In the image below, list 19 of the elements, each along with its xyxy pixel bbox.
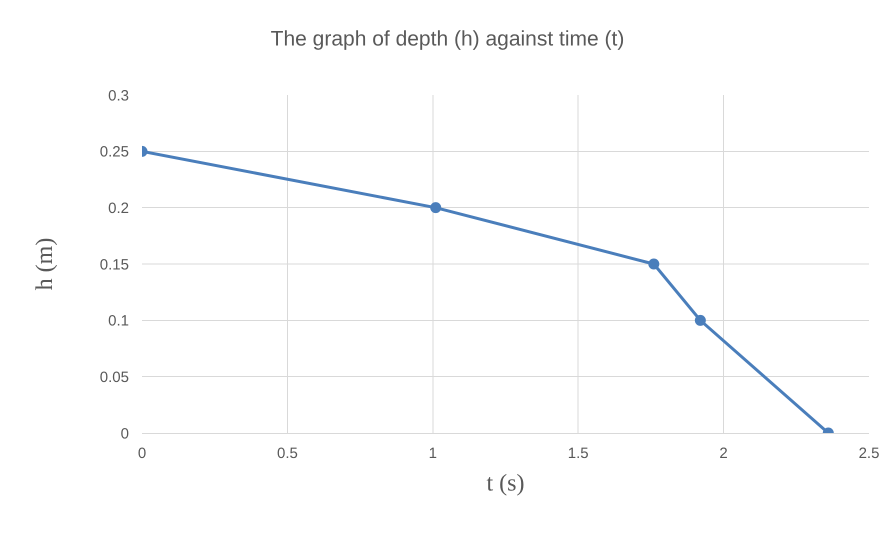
x-tick-label: 0 <box>138 445 146 462</box>
point <box>648 258 660 270</box>
point <box>430 202 442 214</box>
y-tick-label: 0.1 <box>108 312 129 330</box>
y-tick-label: 0.2 <box>108 200 129 217</box>
y-tick-label: 0.3 <box>108 87 129 104</box>
x-tick-label: 1 <box>428 445 437 462</box>
y-axis-title: h (m) <box>32 238 58 290</box>
chart-title: The graph of depth (h) against time (t) <box>270 28 624 51</box>
x-tick-label: 2 <box>719 445 728 462</box>
y-tick-label: 0 <box>120 425 129 442</box>
x-axis-title: t (s) <box>486 470 524 496</box>
y-tick-label: 0.05 <box>100 368 129 386</box>
y-tick-label: 0.15 <box>100 256 129 274</box>
x-tick-label: 0.5 <box>276 445 298 462</box>
y-tick-label: 0.25 <box>100 144 129 161</box>
point <box>694 314 706 326</box>
x-tick-label: 1.5 <box>568 445 589 462</box>
x-tick-label: 2.5 <box>858 445 880 462</box>
